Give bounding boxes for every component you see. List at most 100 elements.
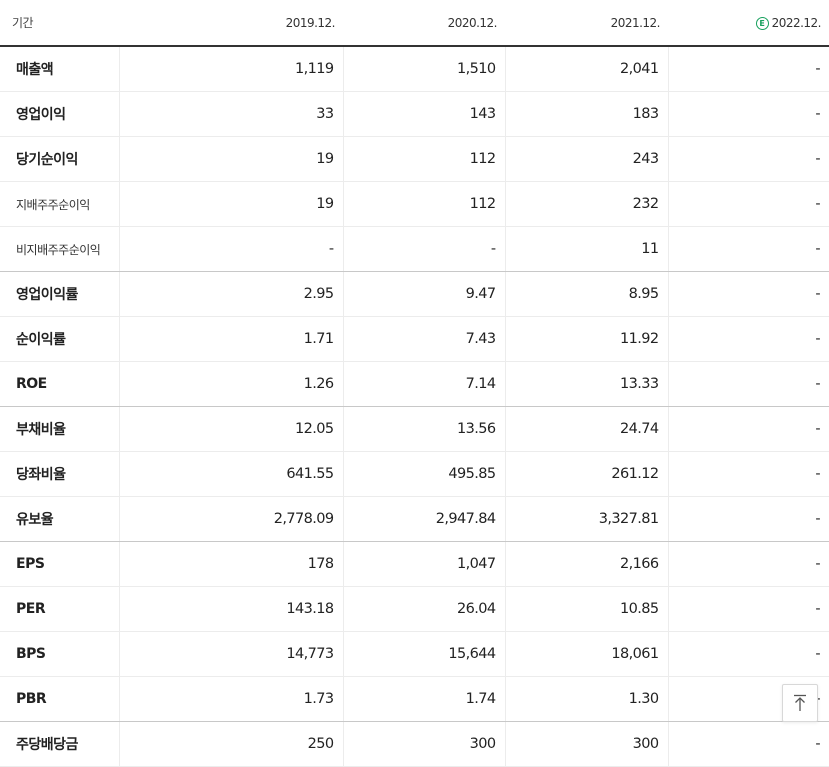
- table-cell: 495.85: [342, 451, 505, 497]
- scroll-to-top-button[interactable]: [782, 684, 818, 722]
- table-cell: 19: [118, 136, 343, 182]
- table-cell: -: [667, 46, 829, 92]
- table-cell: 8.95: [504, 271, 668, 317]
- table-cell: 1.73: [118, 676, 343, 722]
- column-header-2019: 2019.12.: [119, 0, 343, 47]
- row-label: PER: [0, 586, 119, 632]
- row-label: 부채비율: [0, 406, 119, 452]
- table-cell: 641.55: [118, 451, 343, 497]
- table-cell: 178: [118, 541, 343, 587]
- table-cell: 300: [342, 721, 505, 767]
- table-cell: -: [667, 451, 829, 497]
- row-label: 지배주주순이익: [0, 181, 119, 227]
- row-label: EPS: [0, 541, 119, 587]
- row-label: 영업이익률: [0, 271, 119, 317]
- row-label: 순이익률: [0, 316, 119, 362]
- table-cell: 1,510: [342, 46, 505, 92]
- table-cell: 7.43: [342, 316, 505, 362]
- row-label: 당좌비율: [0, 451, 119, 497]
- column-header-2022-estimate: E 2022.12.: [668, 0, 829, 47]
- table-row: 비지배주주순이익 - - 11 -: [0, 226, 829, 272]
- table-row: PBR 1.73 1.74 1.30 -: [0, 676, 829, 722]
- table-cell: -: [667, 226, 829, 272]
- table-cell: -: [667, 496, 829, 542]
- table-cell: 3,327.81: [504, 496, 668, 542]
- row-label: 주당배당금: [0, 721, 119, 767]
- table-row: 부채비율 12.05 13.56 24.74 -: [0, 406, 829, 452]
- row-label: BPS: [0, 631, 119, 677]
- table-cell: 1,119: [118, 46, 343, 92]
- table-cell: 19: [118, 181, 343, 227]
- table-cell: 112: [342, 136, 505, 182]
- table-cell: 13.33: [504, 361, 668, 407]
- table-cell: 2,947.84: [342, 496, 505, 542]
- estimate-badge-icon: E: [755, 16, 769, 30]
- table-header: 기간 2019.12. 2020.12. 2021.12. E 2022.12.: [0, 0, 829, 47]
- table-cell: 11.92: [504, 316, 668, 362]
- table-cell: -: [667, 631, 829, 677]
- table-cell: 26.04: [342, 586, 505, 632]
- table-cell: 1.30: [504, 676, 668, 722]
- table-cell: -: [667, 271, 829, 317]
- table-cell: 143.18: [118, 586, 343, 632]
- table-cell: 183: [504, 91, 668, 137]
- table-cell: 7.14: [342, 361, 505, 407]
- table-row: 매출액 1,119 1,510 2,041 -: [0, 46, 829, 92]
- table-cell: 232: [504, 181, 668, 227]
- table-cell: 112: [342, 181, 505, 227]
- table-cell: 13.56: [342, 406, 505, 452]
- header-row: 기간 2019.12. 2020.12. 2021.12. E 2022.12.: [0, 0, 829, 47]
- table-cell: -: [667, 406, 829, 452]
- table-cell: 18,061: [504, 631, 668, 677]
- table-cell: 12.05: [118, 406, 343, 452]
- row-label: 비지배주주순이익: [0, 226, 119, 272]
- table-cell: -: [667, 316, 829, 362]
- row-label: ROE: [0, 361, 119, 407]
- table-cell: 1.26: [118, 361, 343, 407]
- table-body: 매출액 1,119 1,510 2,041 - 영업이익 33 143 183 …: [0, 46, 829, 767]
- row-label: 당기순이익: [0, 136, 119, 182]
- table-cell: 14,773: [118, 631, 343, 677]
- table-row: 주당배당금 250 300 300 -: [0, 721, 829, 767]
- column-header-2022-label: 2022.12.: [771, 15, 822, 30]
- table-row: 당좌비율 641.55 495.85 261.12 -: [0, 451, 829, 497]
- table-cell: 143: [342, 91, 505, 137]
- table-row: 유보율 2,778.09 2,947.84 3,327.81 -: [0, 496, 829, 542]
- column-header-2020: 2020.12.: [343, 0, 505, 47]
- table-cell: 250: [118, 721, 343, 767]
- row-label: 유보율: [0, 496, 119, 542]
- table-cell: 33: [118, 91, 343, 137]
- table-cell: -: [667, 586, 829, 632]
- table-cell: 1,047: [342, 541, 505, 587]
- table-cell: 2,778.09: [118, 496, 343, 542]
- period-header: 기간: [0, 0, 119, 47]
- table-cell: -: [667, 541, 829, 587]
- table-cell: -: [667, 181, 829, 227]
- row-label: PBR: [0, 676, 119, 722]
- table-cell: 2,166: [504, 541, 668, 587]
- table-cell: 9.47: [342, 271, 505, 317]
- table-cell: 15,644: [342, 631, 505, 677]
- table-row: 순이익률 1.71 7.43 11.92 -: [0, 316, 829, 362]
- arrow-up-to-line-icon: [794, 694, 806, 711]
- table-row: ROE 1.26 7.14 13.33 -: [0, 361, 829, 407]
- column-header-2021: 2021.12.: [505, 0, 668, 47]
- table-cell: -: [118, 226, 343, 272]
- row-label: 영업이익: [0, 91, 119, 137]
- table-cell: 24.74: [504, 406, 668, 452]
- table-cell: 2,041: [504, 46, 668, 92]
- table-cell: -: [667, 136, 829, 182]
- table-row: EPS 178 1,047 2,166 -: [0, 541, 829, 587]
- row-label: 매출액: [0, 46, 119, 92]
- table-cell: 243: [504, 136, 668, 182]
- table-cell: 10.85: [504, 586, 668, 632]
- table-cell: 2.95: [118, 271, 343, 317]
- table-cell: 1.71: [118, 316, 343, 362]
- table-row: 영업이익 33 143 183 -: [0, 91, 829, 137]
- table-row: 당기순이익 19 112 243 -: [0, 136, 829, 182]
- table-cell: 300: [504, 721, 668, 767]
- table-row: 지배주주순이익 19 112 232 -: [0, 181, 829, 227]
- table-row: BPS 14,773 15,644 18,061 -: [0, 631, 829, 677]
- table-row: PER 143.18 26.04 10.85 -: [0, 586, 829, 632]
